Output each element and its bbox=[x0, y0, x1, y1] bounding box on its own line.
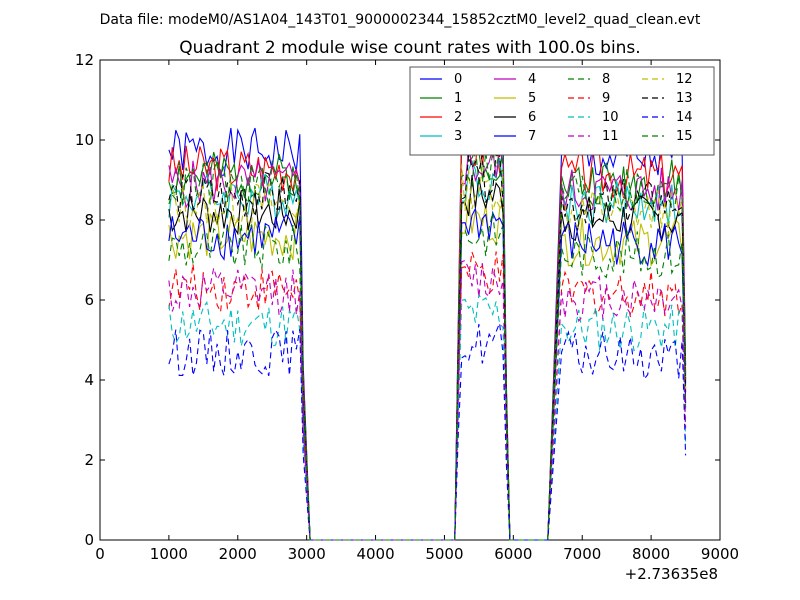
x-tick-label: 3000 bbox=[288, 545, 326, 563]
legend-label-8: 8 bbox=[602, 72, 610, 87]
y-tick-label: 2 bbox=[84, 451, 94, 469]
y-tick-label: 12 bbox=[75, 51, 94, 69]
y-tick-label: 10 bbox=[75, 131, 94, 149]
y-tick-label: 6 bbox=[84, 291, 94, 309]
legend-label-2: 2 bbox=[454, 110, 462, 125]
y-tick-label: 8 bbox=[84, 211, 94, 229]
legend-label-6: 6 bbox=[528, 110, 536, 125]
x-tick-label: 5000 bbox=[425, 545, 463, 563]
legend-label-9: 9 bbox=[602, 91, 610, 106]
legend-label-5: 5 bbox=[528, 91, 536, 106]
legend-label-0: 0 bbox=[454, 72, 462, 87]
legend-label-14: 14 bbox=[676, 110, 693, 125]
series-line-13 bbox=[168, 154, 687, 541]
series-line-15 bbox=[168, 147, 687, 541]
series-line-12 bbox=[168, 164, 687, 541]
series-line-3 bbox=[168, 157, 687, 541]
series-line-11 bbox=[168, 259, 687, 541]
legend-label-4: 4 bbox=[528, 72, 536, 87]
x-tick-label: 9000 bbox=[701, 545, 739, 563]
x-tick-label: 6000 bbox=[494, 545, 532, 563]
legend-label-12: 12 bbox=[676, 72, 693, 87]
series-line-14 bbox=[168, 322, 687, 541]
x-tick-label: 0 bbox=[95, 545, 105, 563]
series-line-8 bbox=[168, 212, 687, 541]
series-line-9 bbox=[168, 251, 687, 541]
series-line-4 bbox=[168, 148, 687, 541]
legend-label-1: 1 bbox=[454, 91, 462, 106]
legend-label-11: 11 bbox=[602, 129, 619, 144]
legend-label-7: 7 bbox=[528, 129, 536, 144]
x-tick-label: 2000 bbox=[219, 545, 257, 563]
x-tick-label: 8000 bbox=[632, 545, 670, 563]
chart-title: Quadrant 2 module wise count rates with … bbox=[179, 38, 640, 58]
legend-label-15: 15 bbox=[676, 129, 693, 144]
legend-label-10: 10 bbox=[602, 110, 619, 125]
legend-label-3: 3 bbox=[454, 129, 462, 144]
y-tick-label: 4 bbox=[84, 371, 94, 389]
suptitle: Data file: modeM0/AS1A04_143T01_90000023… bbox=[100, 12, 701, 28]
x-offset-label: +2.73635e8 bbox=[625, 565, 718, 583]
x-tick-label: 7000 bbox=[563, 545, 601, 563]
x-tick-label: 4000 bbox=[356, 545, 394, 563]
legend-box bbox=[409, 66, 715, 156]
y-tick-label: 0 bbox=[84, 531, 94, 549]
legend-label-13: 13 bbox=[676, 91, 693, 106]
x-tick-label: 1000 bbox=[150, 545, 188, 563]
